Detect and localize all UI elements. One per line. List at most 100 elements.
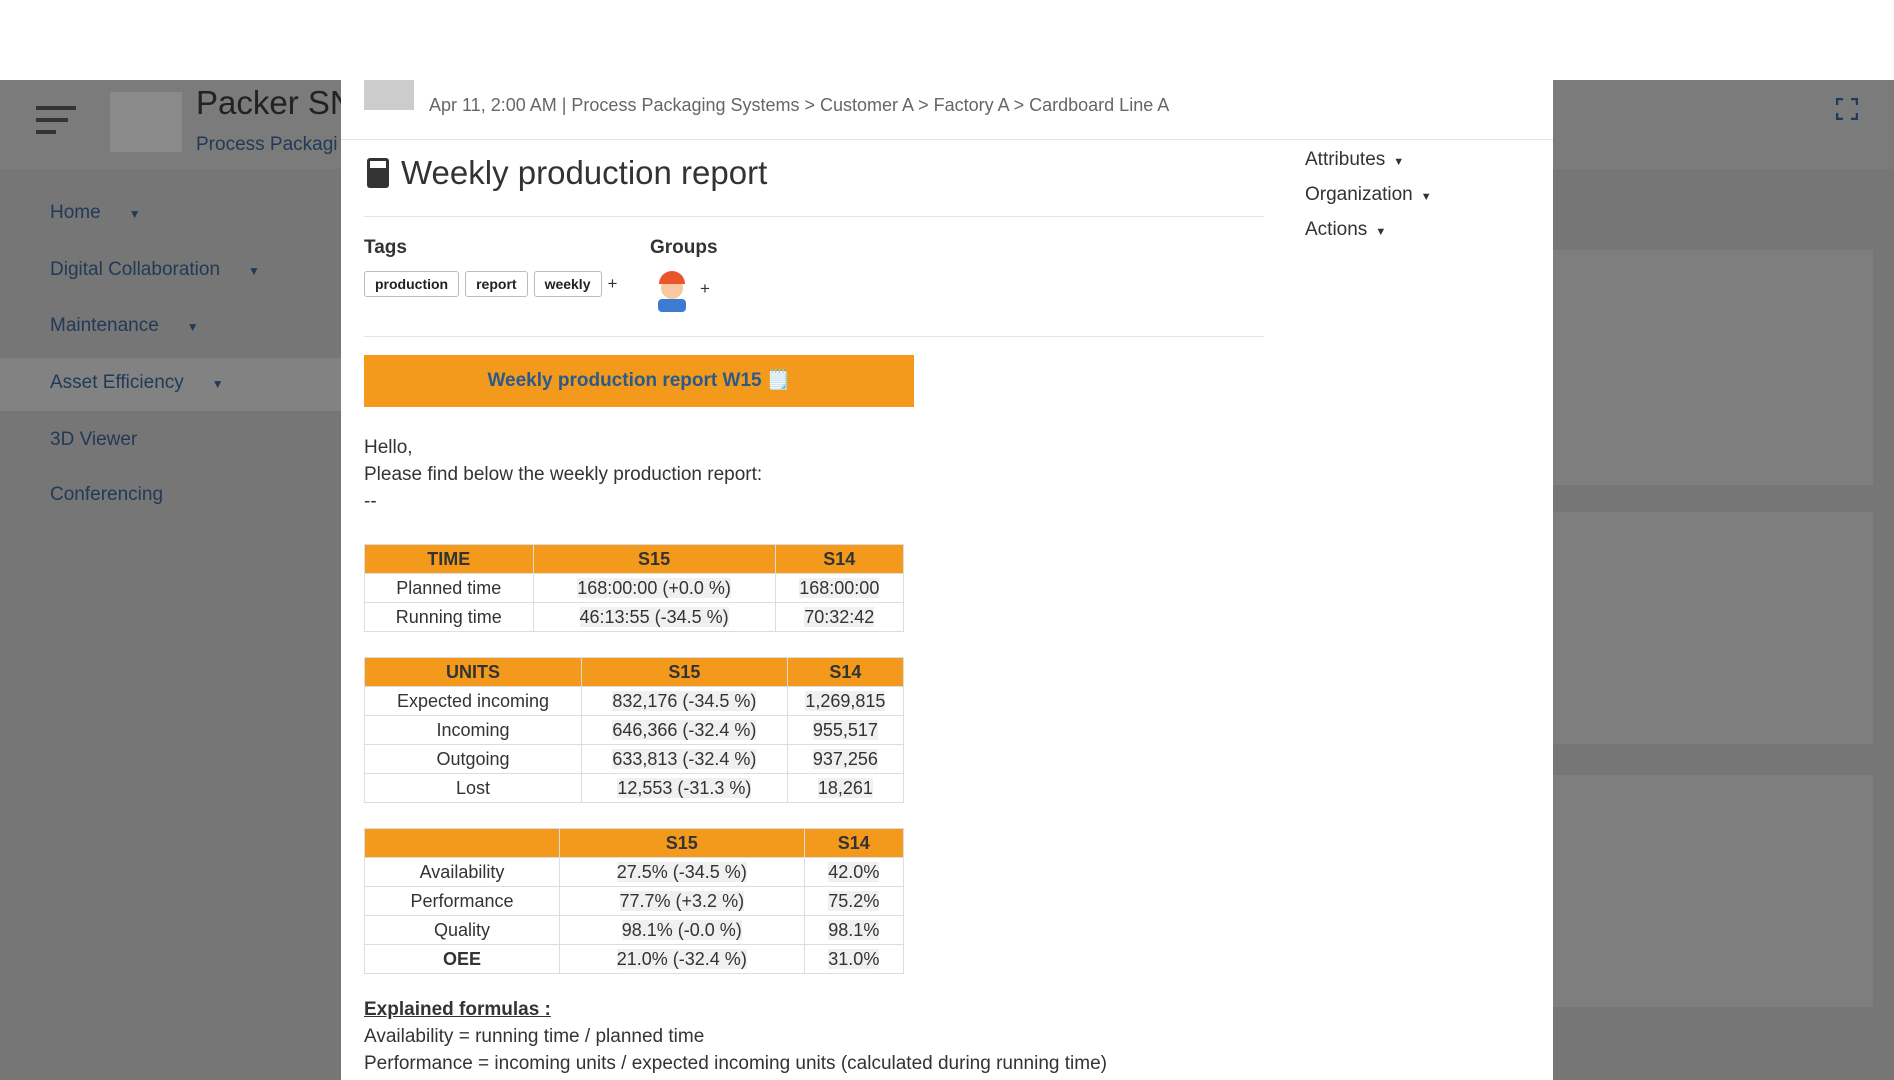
cell-text: Incoming <box>436 719 510 740</box>
add-group[interactable]: + <box>700 279 710 298</box>
cell: Performance <box>364 886 560 916</box>
row: Performance 77.7% (+3.2 %) 75.2% <box>364 886 905 916</box>
row: Running time 46:13:55 (-34.5 %) 70:32:42 <box>364 602 905 632</box>
tag[interactable]: weekly <box>533 271 602 297</box>
tags-label: Tags <box>364 237 407 258</box>
cell: 21.0% (-32.4 %) <box>558 944 805 974</box>
cell-text: 1,269,815 <box>805 690 886 711</box>
cell-text: 168:00:00 (+0.0 %) <box>577 577 731 598</box>
cell: Outgoing <box>364 744 582 774</box>
row: Outgoing 633,813 (-32.4 %) 937,256 <box>364 744 905 774</box>
intro: Hello, Please find below the weekly produ… <box>364 434 762 515</box>
header-cell: S14 <box>786 657 905 687</box>
row: Incoming 646,366 (-32.4 %) 955,517 <box>364 715 905 745</box>
menu-item[interactable]: Attributes ▼ <box>1305 149 1405 170</box>
cell-text: Outgoing <box>436 748 510 769</box>
cell-text: 98.1% <box>828 919 880 940</box>
cell: 633,813 (-32.4 %) <box>580 744 788 774</box>
nav-item[interactable]: Digital Collaboration ▼ <box>50 259 260 280</box>
banner: Weekly production report W15 🗒️ <box>364 355 914 407</box>
cell-text: Availability <box>419 861 505 882</box>
header-row: S15 S14 <box>364 828 905 858</box>
fullscreen[interactable] <box>1836 98 1858 120</box>
tag[interactable]: production <box>364 271 460 297</box>
group-avatar[interactable] <box>650 266 694 312</box>
modal: Apr 11, 2:00 AM | Process Packaging Syst… <box>341 80 1553 1080</box>
cell-text: OEE <box>442 948 481 969</box>
cell-text: Lost <box>455 777 490 798</box>
cell: 42.0% <box>803 857 905 887</box>
cell: Incoming <box>364 715 582 745</box>
cell-text: 633,813 (-32.4 %) <box>612 748 757 769</box>
cell-text: 937,256 <box>812 748 878 769</box>
nav-item[interactable]: 3D Viewer <box>50 429 138 450</box>
cell: Running time <box>364 602 534 632</box>
cell: 955,517 <box>786 715 905 745</box>
header-cell <box>364 828 560 858</box>
header-cell: S14 <box>774 544 905 574</box>
card <box>1553 250 1873 485</box>
nav-item[interactable]: Asset Efficiency ▼ <box>50 372 224 393</box>
header-cell: UNITS <box>364 657 582 687</box>
cell-text: 31.0% <box>828 948 880 969</box>
cell-text: 12,553 (-31.3 %) <box>617 777 752 798</box>
cell-text: Performance <box>410 890 514 911</box>
cell-text: 955,517 <box>812 719 878 740</box>
header-cell: TIME <box>364 544 534 574</box>
cell-text: 832,176 (-34.5 %) <box>612 690 757 711</box>
cell: Expected incoming <box>364 686 582 716</box>
cell: 70:32:42 <box>774 602 905 632</box>
cell: 1,269,815 <box>786 686 905 716</box>
cell-text: Quality <box>433 919 490 940</box>
cell: 18,261 <box>786 773 905 803</box>
cell-text: 18,261 <box>817 777 873 798</box>
divider <box>341 139 1553 140</box>
row: Planned time 168:00:00 (+0.0 %) 168:00:00 <box>364 573 905 603</box>
formulas-title: Explained formulas : <box>364 999 551 1020</box>
card <box>1553 775 1873 1007</box>
nav-item[interactable]: Maintenance ▼ <box>50 315 199 336</box>
nav-active <box>0 358 341 411</box>
nav-item[interactable]: Conferencing <box>50 484 164 505</box>
header-cell: S15 <box>580 657 788 687</box>
report-table: S15 S14 Availability 27.5% (-34.5 %) 42.0% Pe… <box>364 828 905 974</box>
cell: Quality <box>364 915 560 945</box>
row: Expected incoming 832,176 (-34.5 %) 1,269,… <box>364 686 905 716</box>
intro-line: -- <box>364 491 377 512</box>
cell: 832,176 (-34.5 %) <box>580 686 788 716</box>
nav-item[interactable]: Home ▼ <box>50 202 141 223</box>
thumbnail <box>364 80 414 110</box>
cell: Planned time <box>364 573 534 603</box>
groups-label: Groups <box>650 237 718 258</box>
cell-text: 46:13:55 (-34.5 %) <box>579 606 729 627</box>
row: Quality 98.1% (-0.0 %) 98.1% <box>364 915 905 945</box>
cell: 98.1% (-0.0 %) <box>558 915 805 945</box>
menu-item[interactable]: Actions ▼ <box>1305 219 1387 240</box>
tag[interactable]: report <box>465 271 528 297</box>
cell: 31.0% <box>803 944 905 974</box>
divider <box>364 336 1264 337</box>
formula: Availability = running time / planned ti… <box>364 1026 705 1047</box>
cell: 27.5% (-34.5 %) <box>558 857 805 887</box>
app-subtitle: Process Packagi <box>196 134 338 155</box>
header-cell: S15 <box>558 828 805 858</box>
cell-text: 27.5% (-34.5 %) <box>616 861 747 882</box>
cell-text: Running time <box>395 606 502 627</box>
title: Weekly production report <box>401 154 768 191</box>
cell: 937,256 <box>786 744 905 774</box>
cell-text: 77.7% (+3.2 %) <box>619 890 745 911</box>
cell: 168:00:00 <box>774 573 905 603</box>
report-table: UNITS S15 S14 Expected incoming 832,176 (-34… <box>364 657 905 803</box>
add-tag[interactable]: + <box>607 274 618 293</box>
header-cell: S15 <box>532 544 776 574</box>
cell-text: 646,366 (-32.4 %) <box>612 719 757 740</box>
menu-item[interactable]: Organization ▼ <box>1305 184 1432 205</box>
cell-text: 42.0% <box>828 861 880 882</box>
cell: Lost <box>364 773 582 803</box>
cell: 75.2% <box>803 886 905 916</box>
cell: 12,553 (-31.3 %) <box>580 773 788 803</box>
cell: OEE <box>364 944 560 974</box>
cell: 646,366 (-32.4 %) <box>580 715 788 745</box>
menu-icon[interactable] <box>36 106 78 136</box>
